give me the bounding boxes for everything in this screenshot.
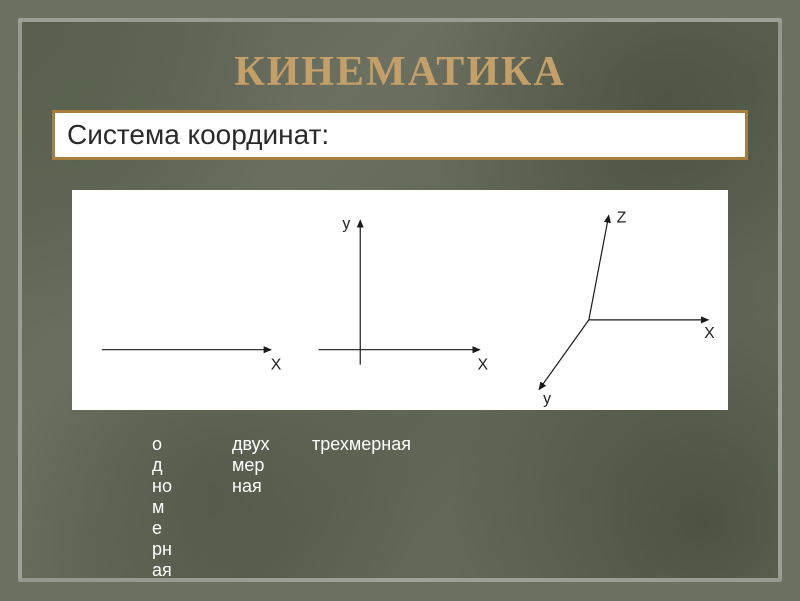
z-label-3d: Z — [617, 209, 627, 226]
slide-content: КИНЕМАТИКА Система координат: X — [22, 22, 778, 601]
subtitle-text: Система координат: — [67, 119, 329, 150]
slide-title: КИНЕМАТИКА — [52, 48, 748, 96]
coordinate-diagrams-svg: X X y X y Z — [72, 190, 728, 410]
labels-row: одномерная двухмерная трехмерная — [72, 434, 728, 581]
label-3d: трехмерная — [272, 434, 488, 581]
slide-frame: КИНЕМАТИКА Система координат: X — [18, 18, 782, 582]
coord-3d: X y Z — [539, 209, 715, 407]
coord-1d: X — [102, 350, 282, 374]
y-axis-3d — [539, 320, 589, 390]
x-label-3d: X — [704, 325, 715, 342]
diagram-panel: X X y X y Z — [72, 190, 728, 410]
x-label-1d: X — [271, 357, 282, 374]
subtitle-box: Система координат: — [52, 110, 748, 160]
z-axis-3d — [589, 216, 609, 320]
y-label-3d: y — [543, 390, 551, 407]
label-2d: двухмерная — [172, 434, 272, 581]
x-label-2d: X — [478, 357, 489, 374]
coord-2d: X y — [318, 215, 488, 373]
y-label-2d: y — [342, 215, 350, 232]
label-1d: одномерная — [72, 434, 172, 581]
